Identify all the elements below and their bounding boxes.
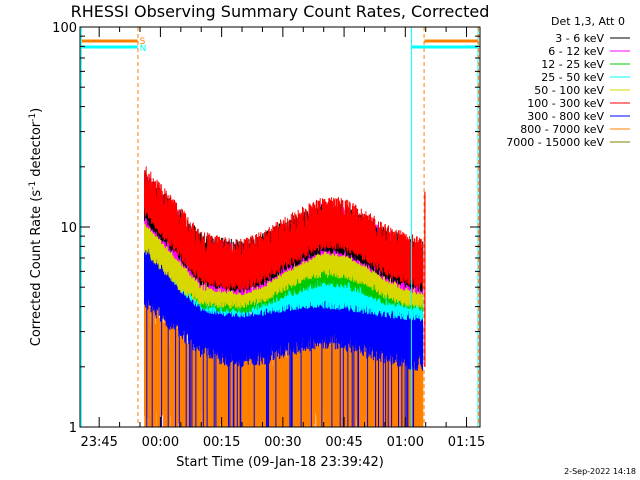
y-tick-label: 100 (52, 21, 77, 36)
saa-label: S (140, 37, 146, 47)
series-trace (144, 233, 424, 427)
legend-label: 6 - 12 keV (548, 45, 604, 58)
x-tick-label: 00:00 (142, 435, 179, 450)
series-trace (144, 166, 424, 292)
series-100-300kev (144, 166, 424, 292)
legend-label: 300 - 800 keV (527, 110, 604, 123)
plot-content: SN (80, 27, 479, 427)
x-axis: 23:45 00:00 00:15 00:30 00:45 01:00 01:15 (80, 27, 485, 450)
chart-title: RHESSI Observing Summary Count Rates, Co… (71, 2, 490, 21)
footer-date: 2-Sep-2022 14:18 (564, 467, 636, 476)
legend-label: 12 - 25 keV (541, 58, 604, 71)
legend-label: 25 - 50 keV (541, 71, 604, 84)
legend-label: 7000 - 15000 keV (506, 136, 604, 149)
x-tick-label: 23:45 (80, 435, 117, 450)
x-tick-label: 01:15 (448, 435, 485, 450)
y-axis-label: Corrected Count Rate (s-1 detector-1) (28, 108, 44, 346)
y-tick-label: 10 (60, 221, 77, 236)
y-axis: 1 10 100 (52, 21, 480, 436)
night-label: N (140, 44, 147, 54)
x-tick-label: 00:30 (264, 435, 301, 450)
y-tick-label: 1 (69, 421, 77, 436)
x-tick-label: 00:15 (203, 435, 240, 450)
x-axis-label: Start Time (09-Jan-18 23:39:42) (176, 455, 384, 470)
series-300-800kev (144, 233, 424, 427)
legend-label: 800 - 7000 keV (520, 123, 604, 136)
legend-header: Det 1,3, Att 0 (551, 15, 625, 28)
legend-label: 100 - 300 keV (527, 97, 604, 110)
x-tick-label: 00:45 (325, 435, 362, 450)
legend-label: 3 - 6 keV (555, 32, 604, 45)
legend-label: 50 - 100 keV (534, 84, 604, 97)
x-tick-label: 01:00 (387, 435, 424, 450)
